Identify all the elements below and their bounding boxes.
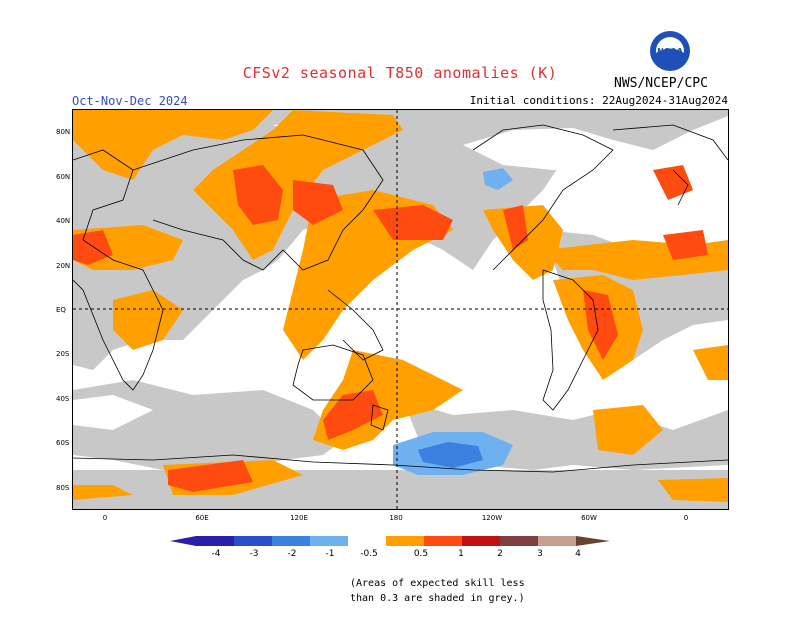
colorbar (170, 536, 610, 546)
svg-text:NOAA: NOAA (657, 47, 683, 56)
colorbar-bin (196, 536, 234, 546)
anomaly-map (72, 109, 729, 510)
lat-label: EQ (56, 306, 66, 314)
lat-label: 20S (56, 350, 70, 358)
agency-label: NWS/NCEP/CPC (614, 76, 708, 91)
lon-label: 0 (102, 514, 108, 522)
reference-lines (73, 110, 728, 509)
lat-label: 40S (56, 395, 70, 403)
lon-label: 60W (581, 514, 597, 522)
colorbar-bin (462, 536, 500, 546)
colorbar-bin (272, 536, 310, 546)
colorbar-arrow-left (170, 536, 196, 546)
noaa-logo-icon: NOAA (650, 31, 690, 71)
colorbar-bin (386, 536, 424, 546)
colorbar-bin (310, 536, 348, 546)
colorbar-bin (348, 536, 386, 546)
lat-label: 60S (56, 439, 70, 447)
map-title: CFSv2 seasonal T850 anomalies (K) (242, 64, 558, 82)
lon-label: 120E (290, 514, 308, 522)
lon-label: 120W (481, 514, 503, 522)
lat-label: 40N (56, 217, 71, 225)
lat-label: 80S (56, 484, 70, 492)
colorbar-arrow-right (576, 536, 610, 546)
colorbar-label: -2 (287, 549, 297, 559)
colorbar-bin (424, 536, 462, 546)
positive-anomaly-1-2 (73, 165, 708, 492)
colorbar-label: 0.5 (413, 549, 429, 559)
colorbar-label: -3 (249, 549, 259, 559)
coastlines (73, 124, 728, 473)
negative-anomaly (393, 168, 513, 475)
colorbar-bin (538, 536, 576, 546)
colorbar-label: 4 (575, 549, 581, 559)
colorbar-label: 2 (497, 549, 503, 559)
lat-label: 80N (56, 128, 71, 136)
colorbar-label: -4 (211, 549, 221, 559)
lat-label: 20N (56, 262, 71, 270)
skill-note-line: (Areas of expected skill less (350, 578, 525, 589)
lon-label: 180 (389, 514, 403, 522)
colorbar-label: 1 (458, 549, 464, 559)
colorbar-label: -0.5 (360, 549, 378, 559)
skill-note: (Areas of expected skill less than 0.3 a… (350, 576, 525, 606)
colorbar-bin (234, 536, 272, 546)
lat-label: 60N (56, 173, 71, 181)
colorbar-label: 3 (537, 549, 543, 559)
colorbar-label: -1 (325, 549, 335, 559)
colorbar-bin (500, 536, 538, 546)
lon-label: 60E (195, 514, 209, 522)
season-label: Oct-Nov-Dec 2024 (72, 94, 188, 108)
lon-label: 0 (683, 514, 689, 522)
initial-conditions-label: Initial conditions: 22Aug2024-31Aug2024 (469, 94, 728, 107)
skill-note-line: than 0.3 are shaded in grey.) (350, 593, 525, 604)
